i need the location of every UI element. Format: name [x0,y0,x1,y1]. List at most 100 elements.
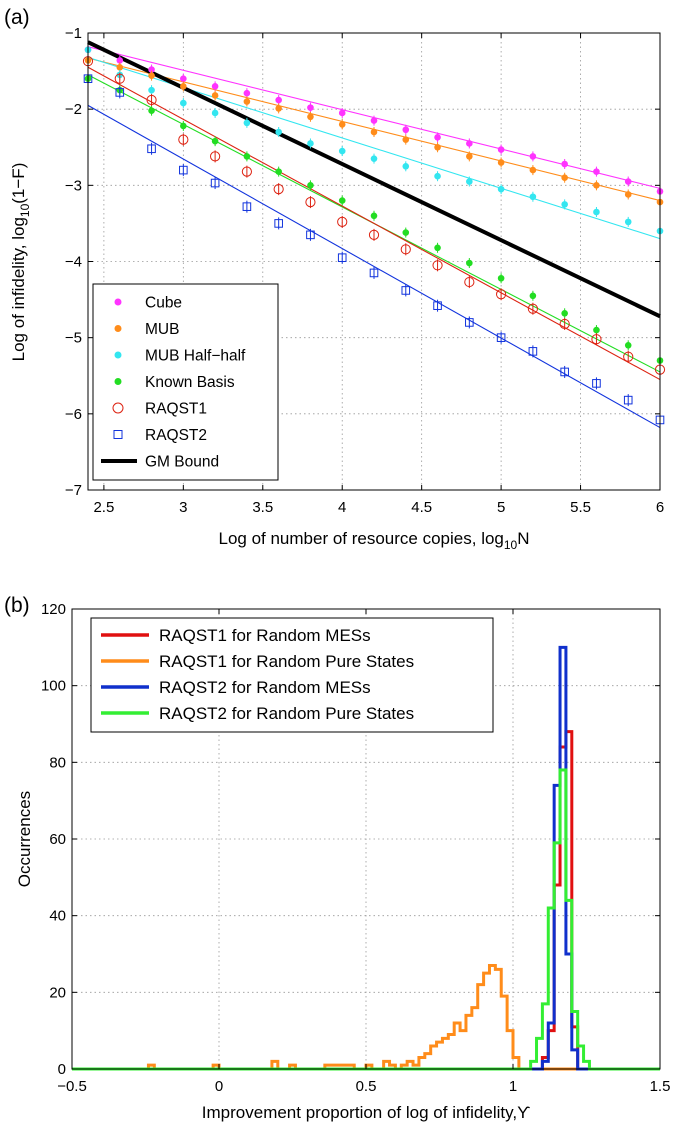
panel-a-y-tick-label: −6 [65,406,82,423]
known-basis-point [370,212,378,220]
cube-point [275,96,282,104]
mub-point [497,159,505,166]
legend-cube-label: Cube [145,295,182,312]
mub-half-half-point [624,218,632,226]
panel-b-x-tick-label: 1.5 [650,1078,671,1095]
panel-a-x-tick-label: 5.5 [570,499,591,516]
mub-half-half-point [148,86,155,94]
mub-half-half-point [307,140,314,147]
legend-raqst1-label: RAQST1 [145,401,207,418]
known-basis-point [497,274,505,282]
raqst1-point [559,318,570,330]
mub-half-half-point [243,119,251,127]
panel-b-x-tick-label: 1 [509,1078,517,1095]
panel-a-x-tick-label: 5 [497,499,505,516]
legend-cube-swatch [114,298,122,306]
known-basis-point [561,309,568,317]
mub-half-half-point [593,208,600,216]
panel-b-x-tick-label: 0 [215,1078,223,1095]
known-basis-point [275,168,282,175]
panel-a-y-tick-label: −7 [65,482,82,499]
raqst2-point [401,286,411,295]
raqst1-point [114,73,125,84]
mub-point [624,191,632,198]
panel-a-x-tick-label: 2.5 [93,499,114,516]
raqst1-point [432,260,443,271]
raqst1-point [464,276,475,288]
raqst1-point [337,216,348,227]
panel-a-y-tick-label: −2 [65,101,82,118]
panel-a-x-tick-label: 6 [656,499,664,516]
legend-raqst2-label: RAQST2 [145,427,207,444]
raqst1-point [273,184,284,195]
panel-a-xlabel: Log of number of resource copies, log10N [218,529,529,552]
panel-a-legend-box [92,283,279,481]
panel-a-ylabel-sub: 10 [18,203,32,217]
known-basis-point [593,326,600,334]
mub-point [180,83,187,90]
known-basis-point [148,107,155,114]
mub-half-half-point [497,185,505,193]
mub-half-half-point [529,193,537,201]
panel-a-x-tick-label: 3 [179,499,187,516]
raqst1-point [241,166,252,177]
panel-b-y-tick-label: 0 [58,1061,66,1078]
panel-b-histograms [72,645,660,1071]
panel-b-x-tick-label: 0.5 [356,1078,377,1095]
raqst2-point [179,165,188,175]
panel-b-y-tick-label: 20 [49,984,66,1001]
mub-point [338,121,346,128]
mub-point [529,166,537,174]
panel-a-ticks: 2.5 3 3.5 4 4.5 5 5.5 6 −7 −6 −5 −4 −3 −2 −1 [65,25,664,516]
panel-a-xlabel-main: Log of number of resource copies, log [218,529,503,548]
known-basis-point [211,137,219,145]
mub-point [370,128,378,136]
panel-a: (a) 2.5 3 3.5 4 4.5 5 5.5 6 −7 −6 −5 −4 −3 −2 −1 Cube M… [4,6,666,552]
mub-point [307,113,314,121]
panel-b-y-tick-label: 80 [49,754,66,771]
panel-a-label: (a) [4,6,30,29]
known-basis-point [307,182,314,189]
raqst2-point [306,230,315,240]
panel-a-xlabel-sub: 10 [504,538,518,552]
mub-point [211,92,219,99]
panel-a-x-tick-label: 4 [338,499,346,516]
raqst2-for-random-pure-states-histogram [72,768,660,1071]
legend-raqst1-for-random-pure-states-label: RAQST1 for Random Pure States [159,652,414,671]
legend-raqst1-swatch [112,402,124,414]
mub-half-half-point [211,109,219,117]
cube-point [624,178,632,185]
mub-half-half-point [561,201,568,208]
legend-known-basis-swatch [114,378,122,385]
panel-a-x-tick-label: 4.5 [411,499,432,516]
legend-known-basis-label: Known Basis [145,374,235,391]
panel-a-y-tick-label: −4 [65,254,82,271]
panel-a-legend: Cube MUB MUB Half−half Known Basis RAQST1 RAQ… [92,283,279,481]
raqst1-point [623,351,634,362]
cube-point [529,153,537,160]
cube-point [497,146,505,153]
cube-point [402,126,410,134]
known-basis-point [529,292,537,300]
panel-b-y-tick-label: 60 [49,831,66,848]
cube-point [180,75,187,82]
legend-raqst1-for-random-mess-label: RAQST1 for Random MESs [159,626,371,645]
raqst1-point [146,94,157,106]
mub-point [275,105,282,112]
panel-b-xlabel-symbol: ϒ [517,1103,530,1122]
panel-b-y-tick-label: 40 [49,908,66,925]
panel-a-y-tick-label: −1 [65,25,82,42]
panel-b-legend-box [90,617,494,733]
known-basis-point [243,153,251,160]
panel-b-y-tick-label: 120 [41,601,66,618]
panel-b-xlabel-main: Improvement proportion of log of infidel… [202,1103,517,1122]
legend-raqst2-swatch [113,430,123,439]
mub-half-half-point [402,162,410,170]
legend-raqst2-for-random-pure-states-label: RAQST2 for Random Pure States [159,704,414,723]
mub-point [243,98,251,105]
legend-mub-half-half-swatch [114,351,122,359]
cube-point [243,89,251,97]
panel-a-x-tick-label: 3.5 [252,499,273,516]
mub-half-half-point [338,147,346,155]
